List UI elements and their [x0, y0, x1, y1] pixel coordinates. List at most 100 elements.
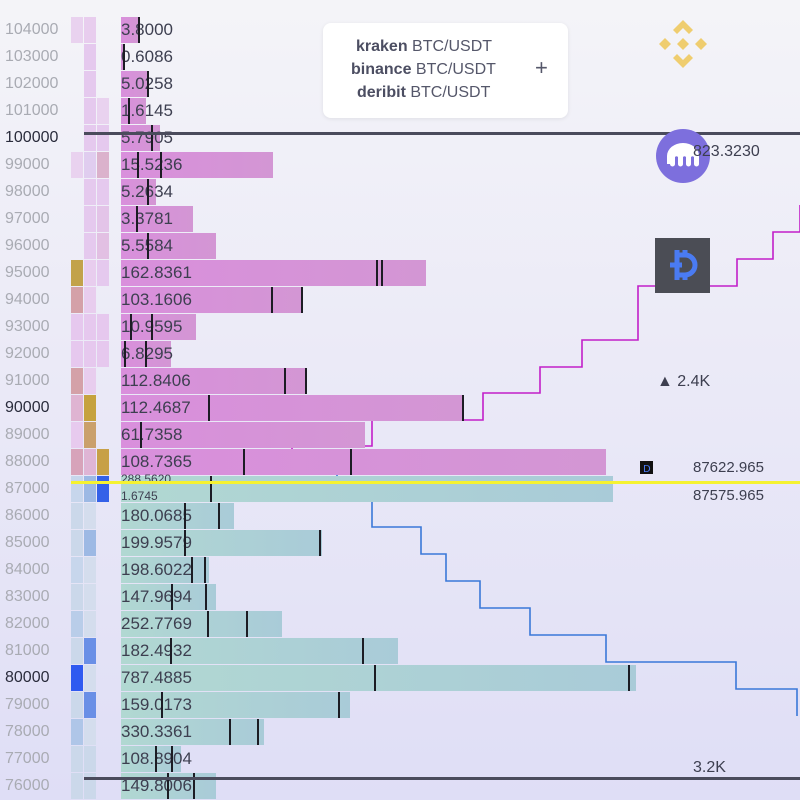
price-level-label: 93000: [5, 318, 50, 335]
bid-volume-bar[interactable]: [121, 530, 322, 556]
exchange-price-tick: [184, 503, 186, 529]
price-level-label: 80000: [5, 669, 50, 686]
ask-volume-bar[interactable]: [121, 44, 123, 70]
exchange-depth-cell: [84, 719, 96, 745]
ask-volume-bar[interactable]: [121, 314, 196, 340]
price-level-label: 104000: [5, 21, 59, 38]
price-level-label: 79000: [5, 696, 50, 713]
price-level-label: 83000: [5, 588, 50, 605]
ask-volume-bar[interactable]: [121, 395, 462, 421]
ask-volume-bar[interactable]: [121, 125, 160, 151]
volume-label: 159.0173: [121, 695, 192, 714]
volume-label: 147.9694: [121, 587, 192, 606]
exchange-price-tick: [462, 395, 464, 421]
exchange-depth-cell: [97, 179, 109, 205]
ask-volume-bar[interactable]: [121, 71, 147, 97]
exchange-price-tick: [319, 530, 321, 556]
exchange-price-tick: [257, 719, 259, 745]
exchange-depth-cell: [71, 557, 83, 583]
ask-volume-bar[interactable]: [121, 422, 365, 448]
price-level-label: 98000: [5, 183, 50, 200]
volume-label: 5.7905: [121, 128, 173, 147]
ask-volume-bar[interactable]: [121, 260, 426, 286]
ask-volume-bar[interactable]: [121, 233, 216, 259]
ask-volume-bar[interactable]: [121, 179, 156, 205]
legend-item-kraken[interactable]: kraken BTC/USDT: [356, 36, 492, 58]
exchange-depth-cell: [97, 206, 109, 232]
exchange-price-tick: [246, 611, 248, 637]
price-level-label: 84000: [5, 561, 50, 578]
bid-cumulative-depth-line: [336, 473, 798, 716]
add-exchange-button[interactable]: +: [535, 55, 548, 80]
exchange-price-tick: [376, 260, 378, 286]
exchange-depth-cell: [84, 557, 96, 583]
bid-volume-bar[interactable]: [121, 503, 234, 529]
exchange-price-tick: [171, 584, 173, 610]
volume-label: 787.4885: [121, 668, 192, 687]
exchange-depth-cell: [71, 449, 83, 475]
deribit-small-icon: D: [640, 461, 653, 474]
ask-volume-bar[interactable]: [121, 449, 606, 475]
exchange-price-tick: [374, 665, 376, 691]
exchange-price-tick: [147, 179, 149, 205]
exchange-depth-cell: [71, 746, 83, 772]
volume-label: 3.3781: [121, 209, 173, 228]
exchange-price-tick: [184, 530, 186, 556]
exchange-depth-cell: [97, 233, 109, 259]
legend-exchange-name: binance: [351, 61, 412, 78]
volume-label: 182.4932: [121, 641, 192, 660]
bid-volume-bar[interactable]: [121, 557, 209, 583]
exchange-depth-cell: [84, 98, 96, 124]
bid-volume-bar[interactable]: [121, 476, 613, 502]
exchange-depth-cell: [97, 314, 109, 340]
exchange-depth-cell: [84, 665, 96, 691]
legend-item-binance[interactable]: binance BTC/USDT: [351, 59, 496, 81]
exchange-depth-cell: [84, 125, 96, 151]
bid-volume-bar[interactable]: [121, 665, 636, 691]
exchange-depth-cell: [84, 17, 96, 43]
exchange-depth-cell: [71, 530, 83, 556]
exchange-depth-cell: [71, 719, 83, 745]
mid-price-line: [71, 481, 800, 484]
exchange-price-tick: [301, 287, 303, 313]
kraken-value-label: 823.3230: [693, 143, 760, 160]
exchange-price-tick: [338, 692, 340, 718]
exchange-price-tick: [130, 314, 132, 340]
legend-item-deribit[interactable]: deribit BTC/USDT: [357, 82, 490, 104]
price-level-label: 94000: [5, 291, 50, 308]
ask-volume-bar[interactable]: [121, 17, 138, 43]
ask-volume-bar[interactable]: [121, 98, 146, 124]
price-level-label: 77000: [5, 750, 50, 767]
ask-volume-bar[interactable]: [121, 368, 305, 394]
exchange-depth-cell: [84, 152, 96, 178]
volume-label: 180.0685: [121, 506, 192, 525]
exchange-depth-cell: [71, 692, 83, 718]
ask-volume-bar[interactable]: [121, 152, 273, 178]
exchange-price-tick: [210, 476, 212, 502]
bid-volume-bar[interactable]: [121, 692, 350, 718]
exchange-depth-cell: [71, 260, 83, 286]
exchange-price-tick: [362, 638, 364, 664]
exchange-price-tick: [151, 314, 153, 340]
volume-label: 112.8406: [121, 371, 191, 390]
bid-volume-bar[interactable]: [121, 719, 264, 745]
volume-label: 108.7365: [121, 452, 192, 471]
exchange-price-tick: [628, 665, 630, 691]
bid-volume-bar[interactable]: [121, 611, 282, 637]
exchange-price-tick: [218, 503, 220, 529]
exchange-depth-cell: [84, 206, 96, 232]
exchange-price-tick: [147, 233, 149, 259]
price-level-label: 81000: [5, 642, 50, 659]
legend-pair: BTC/USDT: [410, 84, 491, 101]
exchange-price-tick: [193, 773, 195, 799]
bid-volume-bar[interactable]: [121, 584, 216, 610]
price-gridline-100000: [84, 132, 800, 135]
binance-logo-icon: [659, 20, 707, 68]
volume-label: 6.8295: [121, 344, 173, 363]
ask-volume-bar[interactable]: [121, 206, 193, 232]
bid-volume-bar[interactable]: [121, 638, 398, 664]
exchange-price-tick: [205, 584, 207, 610]
volume-label: 15.5236: [121, 155, 183, 174]
legend-pair: BTC/USDT: [415, 61, 496, 78]
